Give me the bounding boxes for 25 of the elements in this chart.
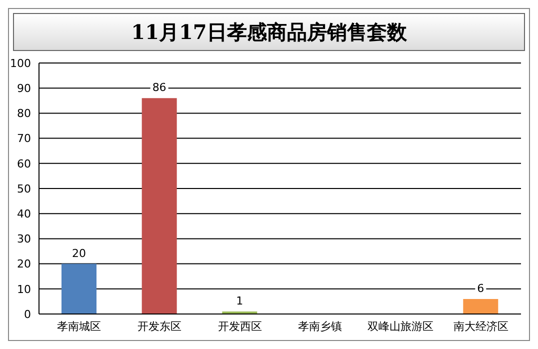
data-label: 6 [477,282,484,295]
y-tick-label: 60 [17,157,31,170]
y-tick-label: 90 [17,82,31,96]
x-tick-label: 双峰山旅游区 [368,320,434,333]
y-tick-label: 20 [17,258,31,271]
x-tick-label: 孝南乡镇 [298,320,342,333]
bar [463,298,498,314]
chart-title: 11月17日孝感商品房销售套数 [13,13,525,51]
bar [142,98,177,314]
x-tick-label: 孝南城区 [57,320,102,333]
y-tick-label: 70 [17,132,31,146]
y-tick-label: 30 [17,232,31,246]
data-label: 20 [72,246,86,260]
y-tick-label: 100 [10,56,31,70]
y-tick-label: 0 [24,308,31,321]
y-tick-label: 40 [17,208,31,221]
y-tick-label: 10 [17,282,31,296]
y-tick-label: 80 [17,107,31,120]
x-tick-label: 开发西区 [218,320,262,333]
data-label: 86 [152,81,166,94]
x-tick-label: 开发东区 [138,320,182,333]
bar [61,264,96,314]
data-label: 1 [236,294,244,308]
x-tick-label: 南大经济区 [453,320,508,333]
y-tick-label: 50 [17,182,31,196]
